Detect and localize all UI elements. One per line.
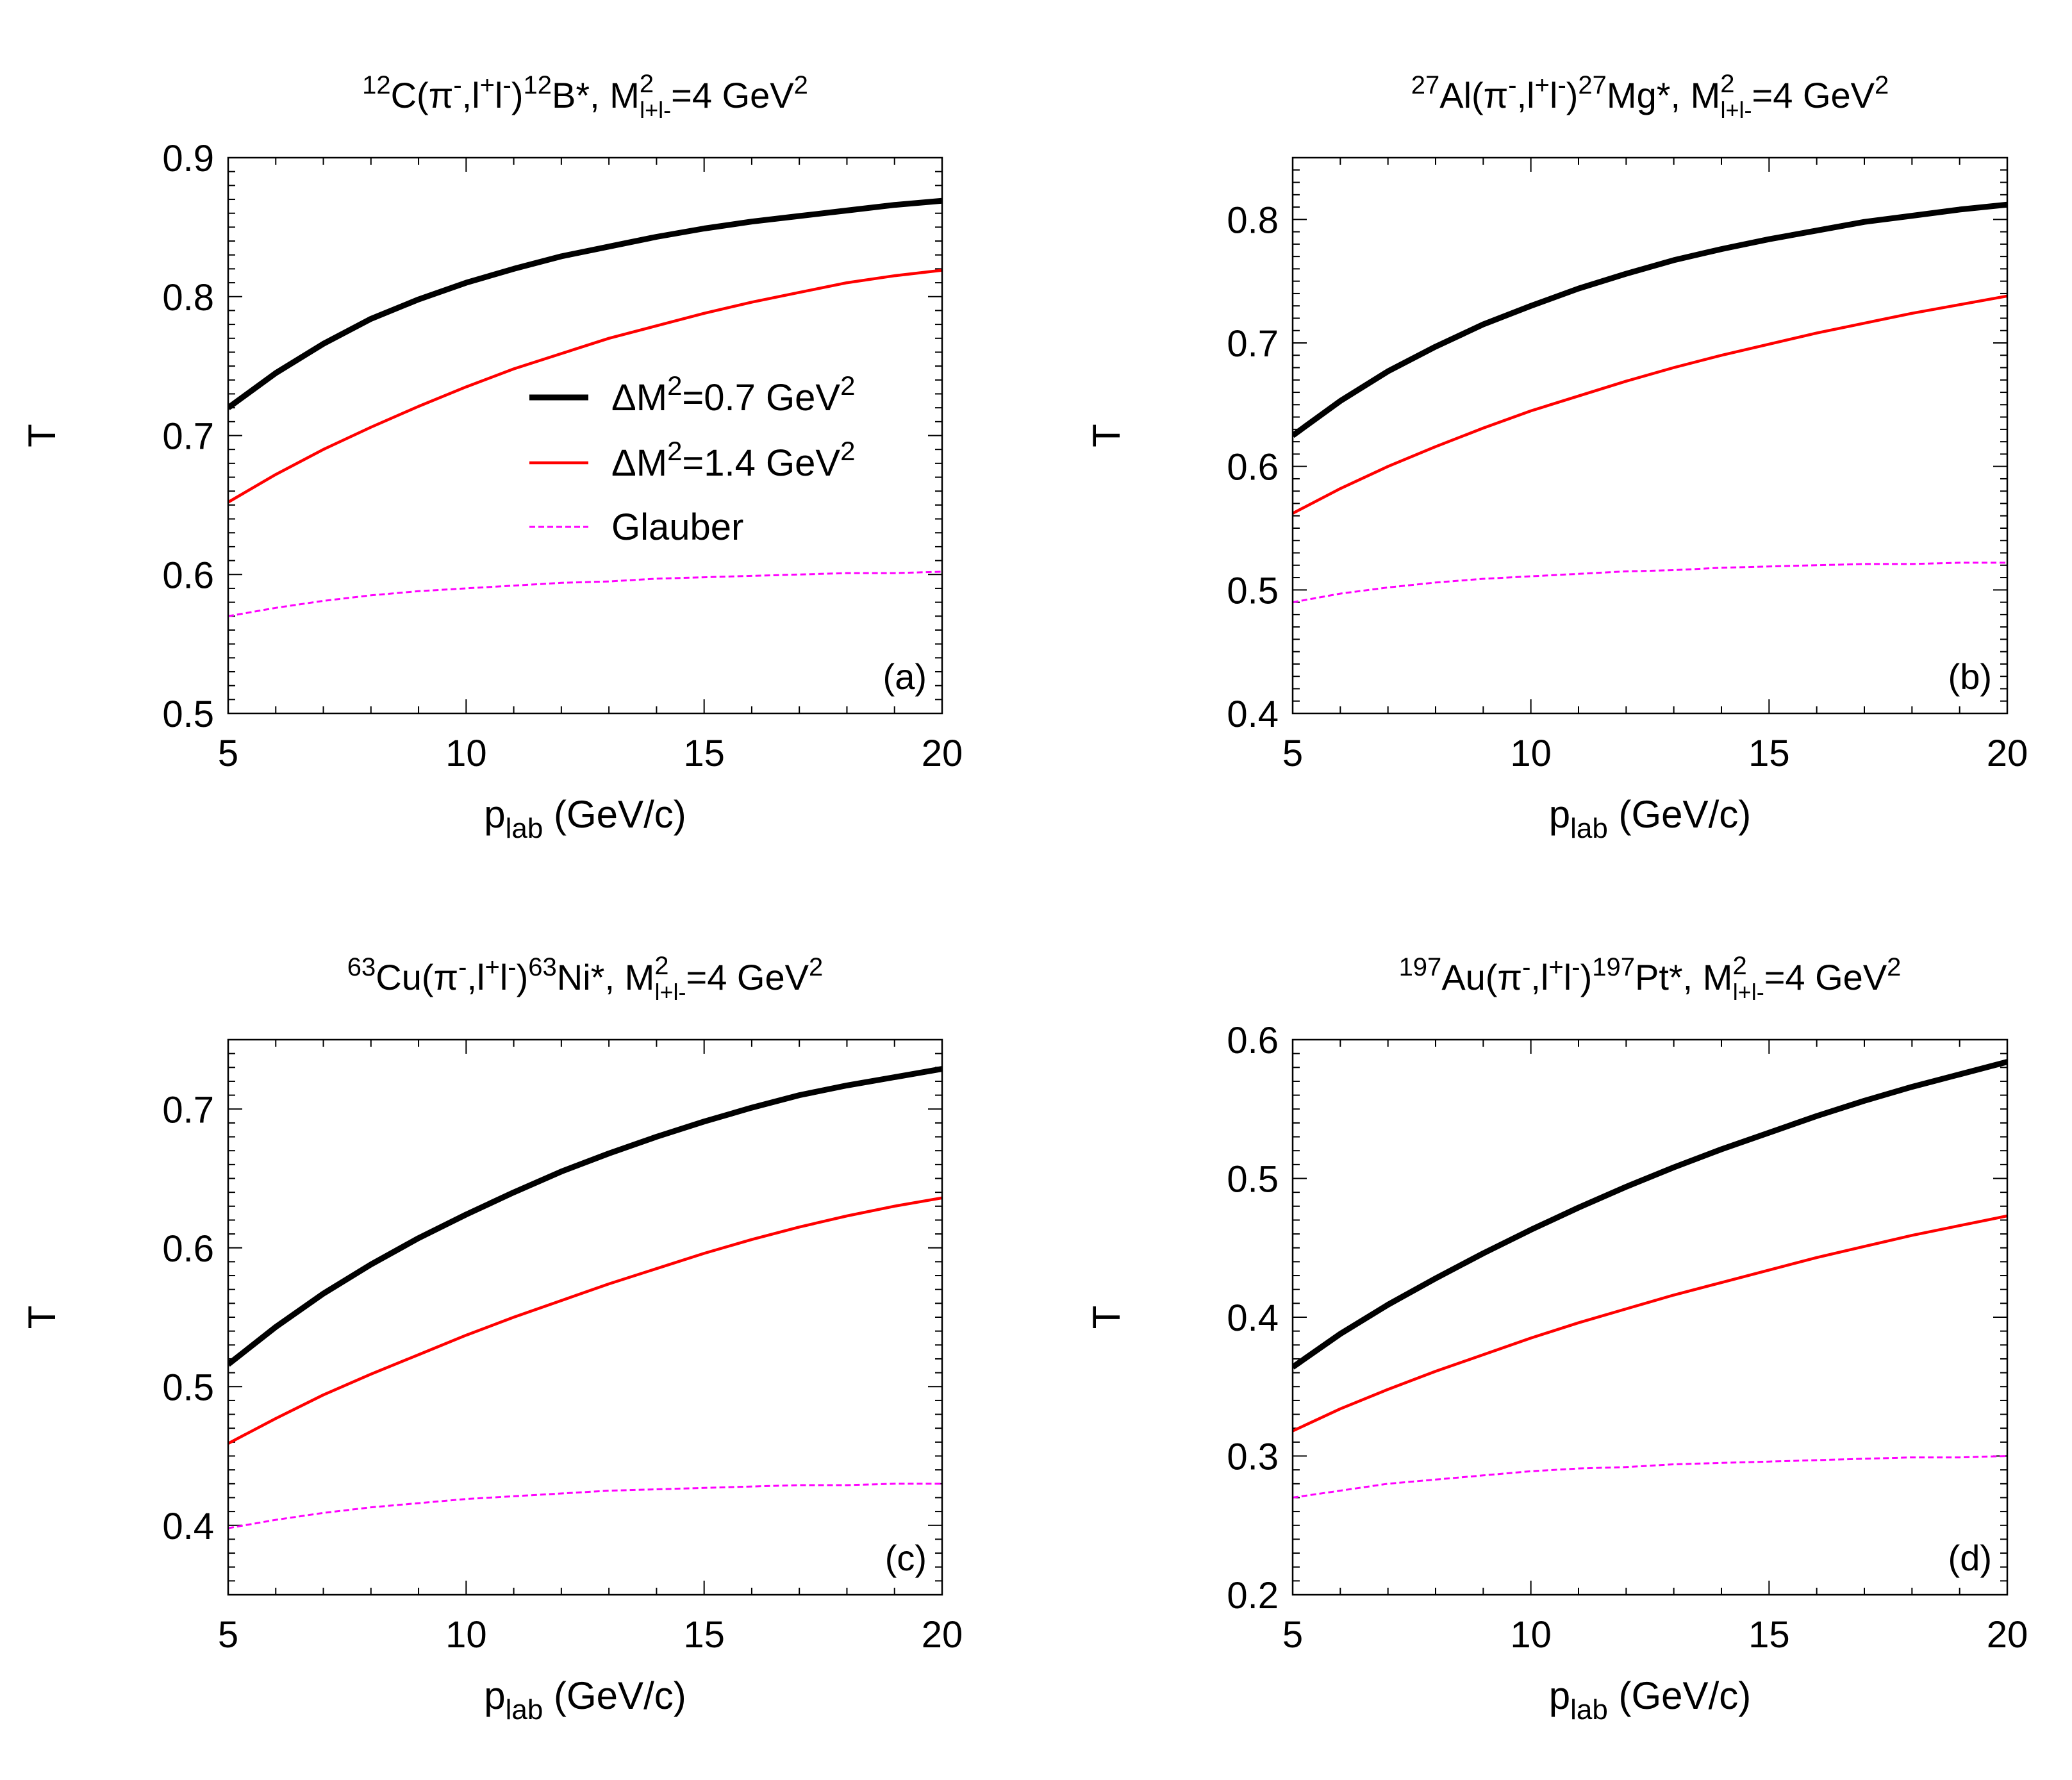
y-tick-label: 0.5 xyxy=(162,1367,214,1408)
y-axis-label: T xyxy=(1085,1306,1128,1329)
x-tick-label: 20 xyxy=(1987,733,2028,774)
y-tick-label: 0.5 xyxy=(1227,1159,1279,1201)
series-line-dm2-1-4 xyxy=(228,269,942,504)
y-axis-label: T xyxy=(1085,424,1128,447)
y-tick-label: 0.8 xyxy=(162,277,214,319)
y-tick-label: 0.6 xyxy=(1227,447,1279,488)
legend: ΔM2=0.7 GeV2 ΔM2=1.4 GeV2 Glauber xyxy=(529,370,855,548)
panel-label: (a) xyxy=(883,656,927,697)
x-tick-label: 20 xyxy=(922,733,963,774)
chart-title: 27Al(π-,l+l-)27Mg*, M2 l+l-=4 GeV2 xyxy=(1411,70,1889,123)
x-tick-label: 5 xyxy=(218,1614,238,1656)
y-tick-label: 0.7 xyxy=(162,1089,214,1131)
x-tick-label: 15 xyxy=(683,733,725,774)
y-tick-label: 0.8 xyxy=(1227,199,1279,241)
legend-label: ΔM2=0.7 GeV2 xyxy=(611,370,855,419)
x-tick-label: 5 xyxy=(218,733,238,774)
series-line-dm2-0-7 xyxy=(1293,201,2007,438)
x-tick-label: 5 xyxy=(1282,733,1303,774)
series-line-dm2-0-7 xyxy=(228,197,942,410)
y-tick-label: 0.6 xyxy=(1227,1020,1279,1061)
legend-label: ΔM2=1.4 GeV2 xyxy=(611,436,855,484)
x-tick-label: 20 xyxy=(1987,1614,2028,1656)
plot-frame xyxy=(1291,1038,2009,1596)
x-tick-label: 10 xyxy=(445,1614,487,1656)
plot-frame xyxy=(1291,156,2009,715)
panel-label: (d) xyxy=(1948,1538,1992,1578)
series-line-glauber xyxy=(1293,1455,2007,1499)
y-tick-label: 0.7 xyxy=(1227,323,1279,365)
y-tick-label: 0.6 xyxy=(162,1228,214,1270)
y-tick-label: 0.5 xyxy=(1227,570,1279,611)
y-tick-label: 0.2 xyxy=(1227,1575,1279,1617)
x-axis-label: plab (GeV/c) xyxy=(1549,793,1751,844)
plot-frame xyxy=(227,156,943,715)
y-tick-label: 0.3 xyxy=(1227,1436,1279,1478)
chart-title: 12C(π-,l+l-)12B*, M2 l+l-=4 GeV2 xyxy=(362,70,808,123)
x-tick-label: 15 xyxy=(1748,733,1790,774)
series-line-glauber xyxy=(228,570,942,617)
y-tick-label: 0.5 xyxy=(162,694,214,735)
x-axis-label: plab (GeV/c) xyxy=(484,793,686,844)
x-tick-label: 15 xyxy=(683,1614,725,1656)
series-line-dm2-0-7 xyxy=(228,1066,942,1367)
x-tick-label: 10 xyxy=(445,733,487,774)
y-tick-label: 0.6 xyxy=(162,554,214,596)
series-line-dm2-1-4 xyxy=(1293,294,2007,515)
plot-frame xyxy=(227,1038,943,1596)
y-tick-label: 0.4 xyxy=(1227,694,1279,735)
x-tick-label: 20 xyxy=(922,1614,963,1656)
y-axis-label: T xyxy=(21,1306,63,1329)
y-tick-label: 0.4 xyxy=(1227,1297,1279,1339)
legend-label: Glauber xyxy=(611,506,743,548)
series-line-dm2-1-4 xyxy=(228,1196,942,1445)
chart-title: 197Au(π-,l+l-)197Pt*, M2 l+l-=4 GeV2 xyxy=(1399,952,1902,1005)
series-line-dm2-0-7 xyxy=(1293,1059,2007,1370)
x-axis-label: plab (GeV/c) xyxy=(484,1674,686,1726)
series-line-glauber xyxy=(1293,561,2007,604)
x-tick-label: 10 xyxy=(1510,1614,1552,1656)
x-tick-label: 10 xyxy=(1510,733,1552,774)
x-tick-label: 5 xyxy=(1282,1614,1303,1656)
x-tick-label: 15 xyxy=(1748,1614,1790,1656)
series-line-glauber xyxy=(228,1483,942,1529)
y-tick-label: 0.7 xyxy=(162,416,214,458)
y-axis-label: T xyxy=(21,424,63,447)
panel-label: (c) xyxy=(885,1538,927,1578)
y-tick-label: 0.9 xyxy=(162,138,214,179)
series-line-dm2-1-4 xyxy=(1293,1214,2007,1433)
chart-title: 63Cu(π-,l+l-)63Ni*, M2 l+l-=4 GeV2 xyxy=(347,952,823,1005)
panel-label: (b) xyxy=(1948,656,1992,697)
y-tick-label: 0.4 xyxy=(162,1506,214,1547)
x-axis-label: plab (GeV/c) xyxy=(1549,1674,1751,1726)
